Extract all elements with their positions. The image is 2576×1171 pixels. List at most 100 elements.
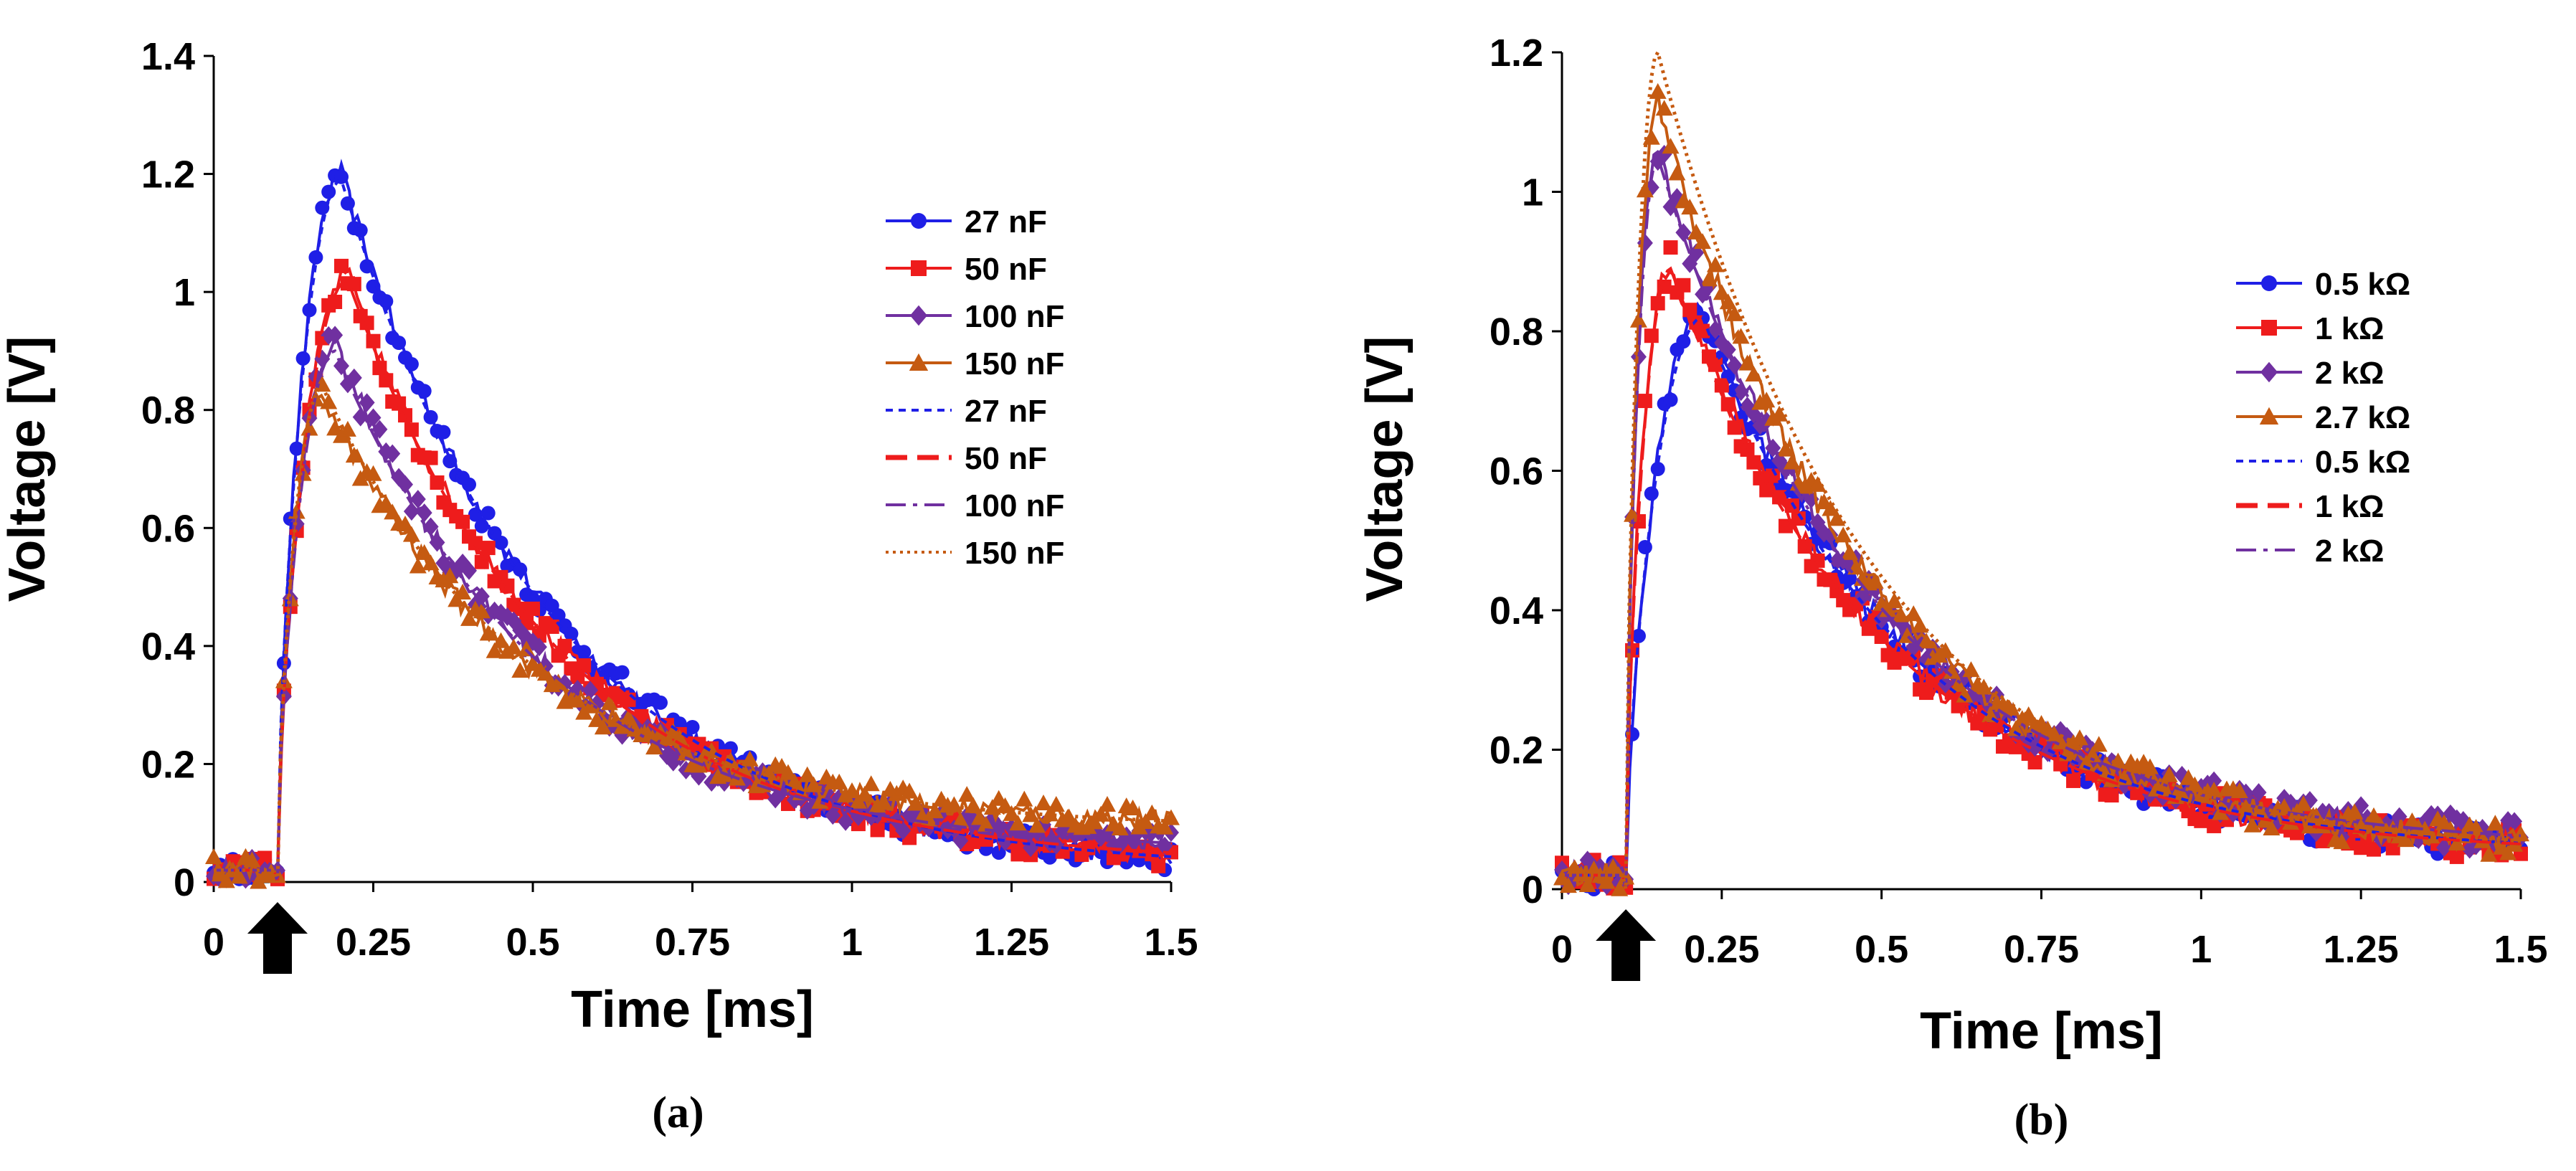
y-tick-label: 0.8: [141, 389, 195, 432]
data-point: [1725, 305, 1743, 321]
legend-label: 2 kΩ: [2315, 356, 2384, 391]
data-point: [2473, 832, 2491, 848]
data-point: [1861, 621, 1876, 636]
data-point: [926, 802, 944, 819]
data-point: [468, 536, 483, 551]
series-simulated-3: [214, 349, 1172, 883]
data-point: [907, 795, 924, 811]
data-point: [2354, 840, 2369, 855]
data-point: [1975, 678, 1993, 695]
x-tick-label: 1.25: [974, 921, 1049, 964]
data-point: [1611, 880, 1629, 896]
data-point: [830, 773, 848, 790]
data-point: [403, 502, 420, 521]
y-tick-label: 0.6: [141, 507, 195, 550]
data-point: [2077, 754, 2095, 771]
data-point: [1706, 256, 1724, 272]
data-point: [1636, 181, 1654, 198]
data-point: [1949, 675, 1967, 692]
data-point: [1629, 311, 1647, 328]
data-point: [473, 587, 490, 606]
y-tick-label: 0: [174, 861, 195, 904]
data-point: [997, 832, 1013, 851]
data-point: [1956, 686, 1974, 703]
data-point: [1649, 82, 1667, 99]
data-point: [1758, 392, 1776, 408]
data-point: [991, 845, 1006, 860]
data-point: [436, 425, 451, 440]
data-point: [461, 561, 477, 580]
data-point: [544, 619, 559, 634]
data-point: [531, 637, 547, 657]
x-tick-label: 0: [203, 921, 224, 964]
y-tick-label: 0.8: [1490, 310, 1543, 354]
data-point: [1111, 819, 1129, 835]
legend-item: 2 kΩ: [2236, 356, 2384, 391]
data-point: [1572, 866, 1590, 882]
data-point: [2019, 706, 2037, 722]
plot-area: [205, 158, 1180, 889]
data-point: [2294, 795, 2312, 812]
data-point: [1663, 392, 1678, 407]
data-point: [741, 750, 759, 767]
data-point: [2391, 807, 2407, 826]
data-point: [365, 408, 382, 427]
x-tick-label: 0.75: [2004, 928, 2079, 971]
data-point: [327, 326, 344, 345]
series-simulated-3: [1562, 153, 2521, 890]
data-point: [1681, 199, 1699, 215]
data-point: [334, 258, 349, 273]
data-point: [1738, 354, 1756, 371]
data-point: [1559, 877, 1577, 893]
arrow-up-icon: [1596, 909, 1657, 981]
data-point: [569, 691, 587, 708]
data-point: [1650, 295, 1665, 310]
data-point: [1143, 804, 1161, 820]
data-point: [2090, 736, 2108, 752]
data-point: [945, 796, 963, 812]
series-simulated-4: [214, 384, 1172, 883]
data-point: [2160, 766, 2178, 782]
data-point: [1047, 796, 1065, 812]
data-point: [2205, 782, 2223, 798]
y-axis-label: Voltage [V]: [1356, 336, 1414, 602]
y-tick-label: 1.2: [1490, 32, 1543, 75]
data-point: [422, 554, 440, 571]
data-point: [875, 794, 893, 810]
data-point: [328, 294, 343, 309]
legend-marker: [2259, 407, 2279, 425]
data-point: [416, 503, 432, 523]
y-tick-label: 0: [1522, 868, 1543, 911]
data-point: [1866, 572, 1884, 589]
data-point: [798, 766, 816, 782]
series-line: [1561, 301, 2522, 888]
data-point: [346, 277, 361, 292]
legend-item: 2.7 kΩ: [2236, 400, 2410, 435]
legend-item: 2 kΩ: [2236, 534, 2384, 569]
data-point: [685, 719, 700, 734]
panel-label: (a): [652, 1089, 704, 1137]
data-point: [486, 642, 503, 658]
data-point: [2027, 738, 2043, 757]
legend-label: 1 kΩ: [2315, 489, 2384, 524]
series-simulated-1: [1562, 316, 2521, 890]
data-point: [1745, 366, 1763, 382]
data-point: [1687, 223, 1705, 240]
data-point: [511, 662, 529, 678]
data-point: [217, 872, 235, 888]
data-point: [582, 697, 600, 713]
x-tick-label: 0: [1551, 928, 1573, 971]
legend-item: 27 nF: [886, 204, 1047, 240]
legend-item: 0.5 kΩ: [2236, 267, 2410, 302]
data-point: [2449, 849, 2464, 864]
data-point: [1644, 486, 1659, 501]
data-point: [2243, 816, 2261, 833]
data-point: [1028, 817, 1046, 833]
plot-area: [1553, 47, 2529, 896]
data-point: [1010, 847, 1026, 862]
data-point: [2263, 820, 2281, 836]
data-point: [564, 626, 579, 641]
legend-label: 0.5 kΩ: [2315, 267, 2410, 302]
data-point: [895, 821, 911, 840]
x-tick-label: 0.5: [506, 921, 559, 964]
